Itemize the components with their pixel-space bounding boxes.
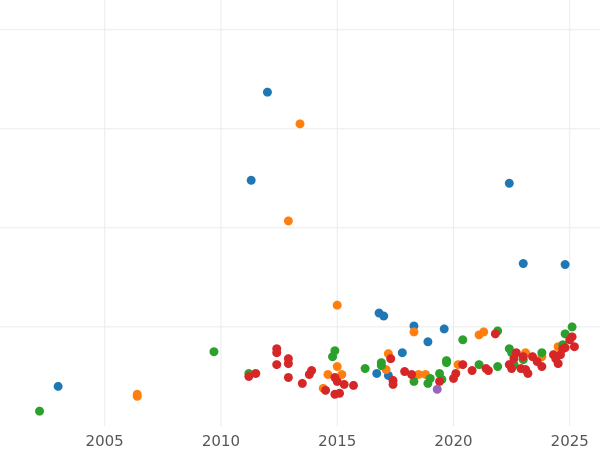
data-point — [307, 366, 317, 376]
data-point — [272, 344, 282, 354]
data-point — [423, 378, 433, 388]
data-point — [337, 369, 347, 379]
data-point — [518, 259, 528, 269]
data-point — [560, 343, 570, 353]
data-point — [451, 368, 461, 378]
grid — [0, 0, 600, 426]
data-point — [379, 311, 389, 321]
data-point — [518, 352, 528, 362]
x-tick-label: 2025 — [551, 432, 589, 450]
data-point — [53, 381, 63, 391]
x-tick-label: 2020 — [434, 432, 472, 450]
data-point — [386, 354, 396, 364]
data-point — [458, 335, 468, 345]
data-point — [560, 260, 570, 270]
data-points — [35, 87, 579, 416]
data-point — [567, 322, 577, 332]
data-point — [262, 87, 272, 97]
data-point — [483, 366, 493, 376]
data-point — [388, 375, 398, 385]
data-point — [569, 342, 579, 352]
data-point — [335, 388, 345, 398]
data-point — [507, 364, 517, 374]
data-point — [332, 376, 342, 386]
data-point — [490, 329, 500, 339]
data-point — [442, 358, 452, 368]
x-tick-label: 2015 — [318, 432, 356, 450]
data-point — [283, 359, 293, 369]
data-point — [537, 362, 547, 372]
data-point — [295, 119, 305, 129]
data-point — [332, 362, 342, 372]
data-point — [435, 368, 445, 378]
data-point — [423, 337, 433, 347]
data-point — [400, 367, 410, 377]
data-point — [283, 372, 293, 382]
data-point — [244, 371, 254, 381]
data-point — [376, 361, 386, 371]
data-point — [479, 327, 489, 337]
data-point — [297, 378, 307, 388]
data-point — [537, 348, 547, 358]
x-tick-label: 2010 — [202, 432, 240, 450]
data-point — [246, 175, 256, 185]
data-point — [209, 347, 219, 357]
data-point — [321, 385, 331, 395]
data-point — [432, 384, 442, 394]
data-point — [504, 178, 514, 188]
data-point — [251, 368, 261, 378]
data-point — [439, 324, 449, 334]
data-point — [567, 332, 577, 342]
data-point — [323, 369, 333, 379]
data-point — [467, 366, 477, 376]
data-point — [474, 360, 484, 370]
data-point — [272, 360, 282, 370]
data-point — [523, 368, 533, 378]
data-point — [511, 348, 521, 358]
data-point — [332, 300, 342, 310]
data-point — [414, 369, 424, 379]
data-point — [372, 368, 382, 378]
data-point — [339, 379, 349, 389]
x-axis-ticks: 2005 2010 2015 2020 2025 — [86, 432, 589, 450]
data-point — [397, 348, 407, 358]
data-point — [360, 364, 370, 374]
x-tick-label: 2005 — [86, 432, 124, 450]
data-point — [409, 376, 419, 386]
data-point — [328, 352, 338, 362]
data-point — [553, 359, 563, 369]
data-point — [35, 406, 45, 416]
data-point — [435, 376, 445, 386]
data-point — [407, 369, 417, 379]
data-point — [409, 327, 419, 337]
data-point — [458, 360, 468, 370]
data-point — [348, 380, 358, 390]
data-point — [493, 362, 503, 372]
data-point — [132, 391, 142, 401]
data-point — [283, 216, 293, 226]
